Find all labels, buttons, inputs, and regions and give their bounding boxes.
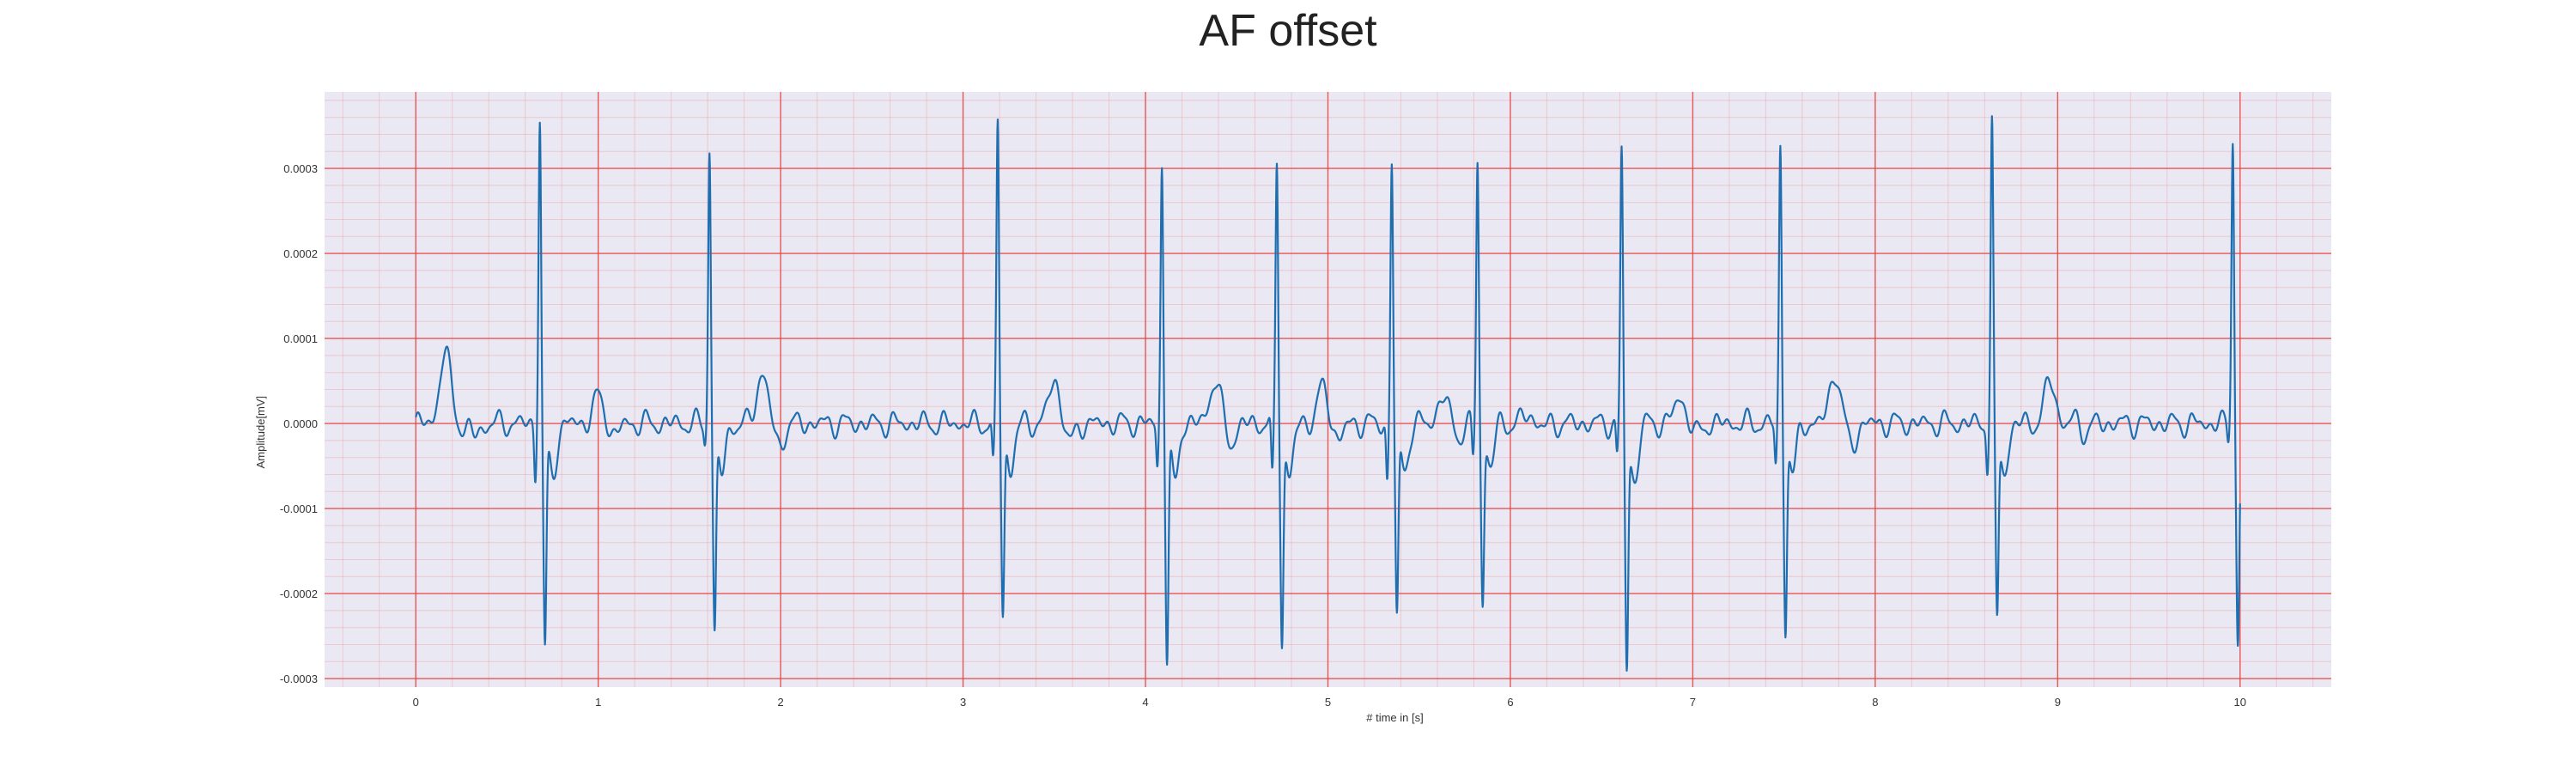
y-tick-label: -0.0003: [280, 673, 318, 685]
chart-title: AF offset: [1199, 6, 1377, 56]
y-tick-label: -0.0001: [280, 502, 318, 515]
y-tick-label: 0.0000: [283, 417, 318, 430]
x-tick-label: 8: [1872, 696, 1878, 709]
x-tick-label: 1: [595, 696, 601, 709]
x-tick-label: 3: [960, 696, 966, 709]
x-tick-label: 9: [2055, 696, 2061, 709]
x-tick-label: 4: [1142, 696, 1148, 709]
x-tick-label: 7: [1690, 696, 1696, 709]
ecg-series-line: [415, 115, 2241, 673]
x-tick-label: 2: [778, 696, 784, 709]
x-tick-label: 0: [413, 696, 419, 709]
x-tick-label: 6: [1507, 696, 1513, 709]
x-tick-label: 10: [2234, 696, 2246, 709]
x-axis-label: # time in [s]: [1366, 711, 1423, 724]
y-tick-label: 0.0001: [283, 332, 318, 345]
y-tick-label: 0.0002: [283, 247, 318, 260]
y-tick-label: 0.0003: [283, 162, 318, 175]
x-tick-label: 5: [1325, 696, 1331, 709]
y-axis-label: Amplitude[mV]: [254, 396, 267, 469]
y-tick-label: -0.0002: [280, 587, 318, 600]
